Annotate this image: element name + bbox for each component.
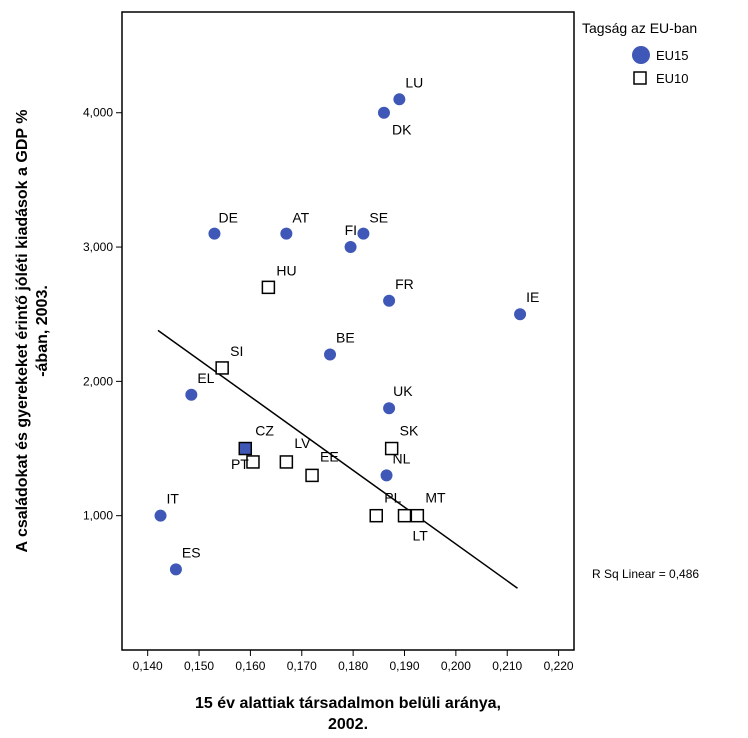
legend-entry-eu15: EU15 <box>656 48 689 63</box>
legend-title: Tagság az EU-ban <box>582 20 697 36</box>
point-label-lv: LV <box>294 435 311 451</box>
x-tick-label: 0,140 <box>133 659 163 673</box>
point-lv <box>279 455 294 469</box>
y-axis-title-line-2: -ában, 2003. <box>34 285 51 377</box>
y-tick-label: 4,000 <box>83 106 113 120</box>
point-label-lu: LU <box>405 74 423 90</box>
point-label-it: IT <box>167 491 180 507</box>
point-dk <box>377 106 390 119</box>
y-axis: 1,000 2,000 3,000 4,000 <box>83 106 122 523</box>
point-se <box>357 227 370 240</box>
y-tick-label: 2,000 <box>83 374 113 388</box>
point-label-sk: SK <box>400 423 419 439</box>
point-es <box>169 563 182 576</box>
point-label-fr: FR <box>395 276 414 292</box>
point-ee <box>305 468 319 483</box>
x-axis-title-line-2: 2002. <box>328 716 368 733</box>
r-squared-label: R Sq Linear = 0,486 <box>592 567 699 581</box>
y-tick-label: 3,000 <box>83 240 113 254</box>
plot-area <box>121 11 575 651</box>
point-fi <box>344 241 357 254</box>
legend: Tagság az EU-ban EU15 EU10 <box>582 20 697 86</box>
point-label-lt: LT <box>413 528 429 544</box>
point-si <box>215 361 229 375</box>
point-label-at: AT <box>292 210 309 226</box>
legend-entry-eu10: EU10 <box>656 71 689 86</box>
point-sk <box>384 441 399 456</box>
point-lt <box>397 508 412 523</box>
point-label-mt: MT <box>425 490 446 506</box>
point-fr <box>383 294 396 307</box>
point-label-cz: CZ <box>255 423 274 439</box>
x-tick-label: 0,150 <box>184 659 214 673</box>
point-label-be: BE <box>336 330 355 346</box>
point-label-el: EL <box>197 370 214 386</box>
point-be <box>324 348 337 361</box>
point-cz <box>238 441 253 456</box>
legend-square-marker <box>633 71 647 85</box>
y-axis-title-line-1: A családokat és gyerekeket érintő jóléti… <box>14 110 31 553</box>
point-de <box>208 227 221 240</box>
x-tick-label: 0,200 <box>441 659 471 673</box>
x-axis-title-line-1: 15 év alattiak társadalmon belüli aránya… <box>195 695 501 712</box>
point-el <box>185 388 198 401</box>
point-label-ee: EE <box>320 448 339 464</box>
point-hu <box>261 280 276 295</box>
point-label-uk: UK <box>393 383 413 399</box>
point-label-pl: PL <box>384 490 401 506</box>
point-label-si: SI <box>230 343 243 359</box>
y-tick-label: 1,000 <box>83 509 113 523</box>
point-label-pt: PT <box>231 456 249 472</box>
point-lu <box>393 93 406 106</box>
legend-circle-marker <box>632 46 650 64</box>
point-label-fi: FI <box>345 222 357 238</box>
point-nl <box>380 469 393 482</box>
point-label-de: DE <box>218 210 237 226</box>
point-label-dk: DK <box>392 122 412 138</box>
point-pt <box>246 455 260 469</box>
x-tick-label: 0,170 <box>287 659 317 673</box>
x-tick-label: 0,210 <box>492 659 522 673</box>
point-it <box>154 509 167 522</box>
x-axis: 0,140 0,150 0,160 0,170 0,180 0,190 0,200 0,210… <box>133 650 574 673</box>
point-at <box>280 227 293 240</box>
point-label-ie: IE <box>526 289 539 305</box>
x-tick-label: 0,190 <box>389 659 419 673</box>
x-tick-label: 0,160 <box>235 659 265 673</box>
point-label-hu: HU <box>276 262 296 278</box>
point-label-es: ES <box>182 544 201 560</box>
point-ie <box>514 308 527 321</box>
point-uk <box>383 402 396 415</box>
point-pl <box>369 508 383 523</box>
x-tick-label: 0,180 <box>338 659 368 673</box>
point-label-se: SE <box>369 210 388 226</box>
x-tick-label: 0,220 <box>544 659 574 673</box>
point-mt <box>410 508 425 523</box>
